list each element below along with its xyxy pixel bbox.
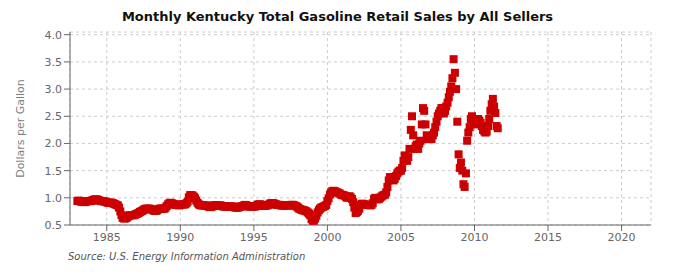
svg-text:2015: 2015 bbox=[534, 231, 562, 244]
svg-text:3.0: 3.0 bbox=[45, 83, 63, 96]
svg-text:2020: 2020 bbox=[608, 231, 636, 244]
svg-text:1.5: 1.5 bbox=[45, 165, 63, 178]
svg-text:2000: 2000 bbox=[313, 231, 341, 244]
svg-text:2.0: 2.0 bbox=[45, 137, 63, 150]
html-text:Monthly Kentucky Total Gasolin: Monthly Kentucky Total Gasoline Retail S… bbox=[121, 9, 554, 24]
svg-text:2010: 2010 bbox=[460, 231, 488, 244]
svg-text:3.5: 3.5 bbox=[45, 56, 63, 69]
svg-text:1995: 1995 bbox=[240, 231, 268, 244]
svg-text:1990: 1990 bbox=[166, 231, 194, 244]
svg-text:1985: 1985 bbox=[93, 231, 121, 244]
svg-text:4.0: 4.0 bbox=[45, 29, 63, 42]
html-text:Source: U.S. Energy Informatio: Source: U.S. Energy Information Administ… bbox=[68, 251, 306, 262]
svg-text:0.5: 0.5 bbox=[45, 219, 63, 232]
svg-text:1.0: 1.0 bbox=[45, 192, 63, 205]
svg-text:2.5: 2.5 bbox=[45, 110, 63, 123]
svg-text:Dollars per Gallon: Dollars per Gallon bbox=[14, 79, 27, 178]
svg-text:2005: 2005 bbox=[387, 231, 415, 244]
